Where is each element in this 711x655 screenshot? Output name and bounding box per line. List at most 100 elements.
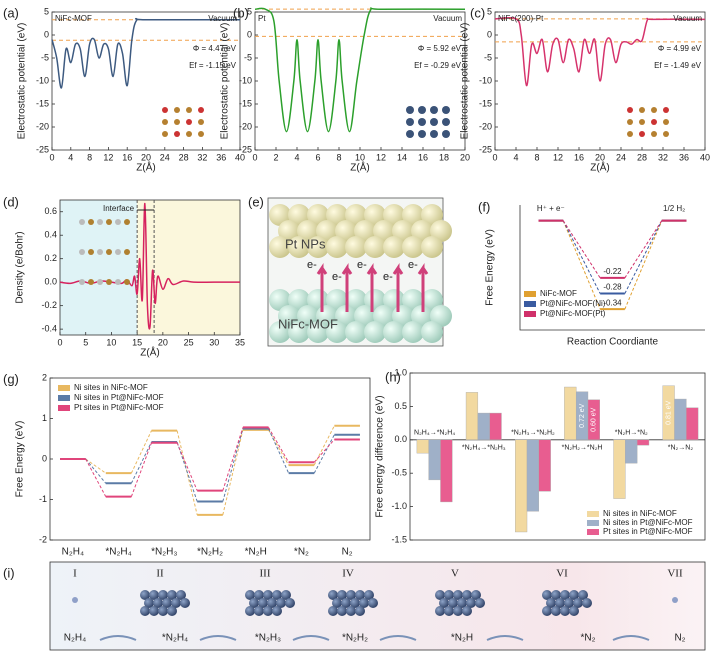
panel-label: (c) [470,5,485,20]
pt-atom [448,598,458,608]
mof-atom [383,321,405,343]
bar [674,398,687,441]
atom [442,106,450,114]
pt-atom [453,590,463,600]
x-tick-label: 16 [122,152,132,162]
y-tick-label: -0.2 [41,300,57,310]
pt-atom [158,606,168,616]
connector [222,428,244,502]
atom [115,279,121,285]
pt-atom [158,590,168,600]
atom [88,279,94,285]
panel-label: (a) [3,5,19,20]
corner-label: Vacuum [433,14,462,23]
atom [186,107,192,113]
y-axis-label: Free energy difference (eV) [375,395,386,517]
atom [174,107,180,113]
x-axis-label: Z(Å) [140,346,159,359]
atom [406,130,414,138]
pt-atom [335,220,357,242]
mof-atom [288,321,310,343]
y-tick-label: 1.0 [394,367,407,377]
pt-atom [421,236,443,258]
mof-atom [269,289,291,311]
pt-atom [444,590,454,600]
pt-atom [542,606,552,616]
x-tick-label: 2 [273,152,278,162]
y-tick-label: -25 [479,144,492,154]
atom [198,131,204,137]
legend-label: Pt sites in Pt@NiFc-MOF [603,527,693,536]
value-label: 0.60 eV [591,407,598,431]
pt-atom [546,598,556,608]
panel-label: (g) [3,371,19,386]
pt-atom [272,606,282,616]
legend-label: Pt@NiFc-MOF(Ni) [540,299,606,308]
connector [268,427,290,463]
x-tick-label: 25 [184,337,194,347]
electron-label: e- [332,271,342,283]
atom [663,119,669,125]
x-tick-label: 28 [637,152,647,162]
pt-atom [162,598,172,608]
legend-swatch [587,529,599,535]
plot-frame [409,372,706,541]
legend-label: Pt sites in Pt@NiFc-MOF [74,403,164,412]
pt-atom [350,598,360,608]
panel-label: (i) [3,565,15,580]
pt-atom [354,220,376,242]
step-arrow [486,635,524,641]
pt-atom [167,590,177,600]
x-axis-label: Z(Å) [136,161,155,174]
corner-label: Vacuum [208,14,237,23]
bar [587,399,600,440]
y-axis-label: Electrostatic potential (eV) [17,23,28,140]
category-label: N₂H₄ [62,547,84,558]
mof-atom [411,305,433,327]
connector [130,430,152,474]
axis [519,205,705,331]
atom [406,118,414,126]
connector [176,442,198,491]
atom [418,130,426,138]
data-line [51,17,241,89]
pt-atom [345,204,367,226]
pt-atom [149,590,159,600]
atom [418,118,426,126]
y-axis-label: Free Energy (eV) [485,229,496,306]
y-tick-label: -5 [244,52,252,62]
pt-atom [551,606,561,616]
arrow [341,263,353,312]
mof-atom [345,321,367,343]
data-line [59,202,240,330]
pt-atom [167,606,177,616]
electron-label: e- [307,259,317,271]
legend-swatch [58,405,70,411]
atom [79,249,85,255]
atom [198,119,204,125]
atom [406,106,414,114]
legend-swatch [524,301,536,307]
pt-atom [249,598,259,608]
x-tick-label: 35 [235,337,245,347]
pt-atom [307,236,329,258]
connector [222,429,244,516]
y-tick-label: -10 [479,75,492,85]
category-label: *N₂H→*N₂ [615,430,648,437]
x-tick-label: 6 [315,152,320,162]
mof-atom [373,305,395,327]
legend-swatch [58,385,70,391]
mof-atom [335,305,357,327]
pt-atom [355,590,365,600]
pt-atom [281,590,291,600]
mof-atom [402,321,424,343]
pt-atom [269,236,291,258]
species-label: *N₂ [581,633,596,644]
atom [639,107,645,113]
x-tick-label: 40 [700,152,710,162]
chart: (g) -2 -1 0 1 2 Free Energy (eV) N₂H₄ *N₂H₄ *N₂H₃… [3,371,371,558]
panel-i: (i) I N₂H₄ II *N₂H₄ III *N₂H₃ IV *N₂H₂ V *N₂H VI *N₂… [3,561,706,651]
y-tick-label: -1 [39,494,47,504]
x-tick-label: 14 [397,152,407,162]
